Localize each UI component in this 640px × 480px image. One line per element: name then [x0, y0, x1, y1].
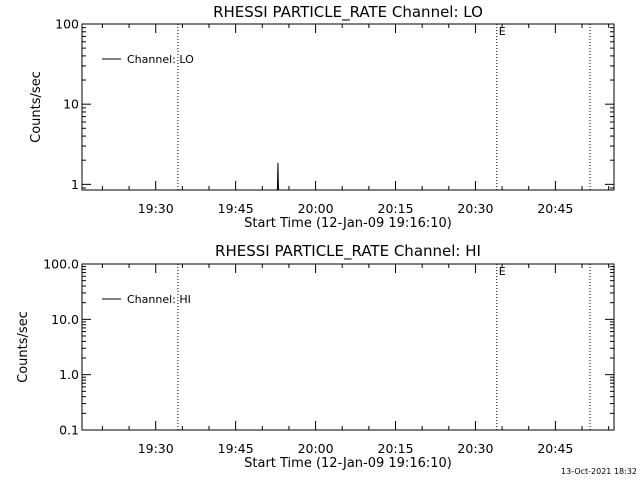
series-line: [276, 162, 279, 191]
x-tick-label: 19:30: [138, 201, 174, 216]
x-tick-label: 19:45: [218, 201, 254, 216]
x-tick-label: 20:45: [537, 441, 573, 456]
chart-title: RHESSI PARTICLE_RATE Channel: LO: [213, 3, 483, 22]
x-tick-label: 20:30: [457, 441, 493, 456]
y-tick-label: 1: [71, 177, 79, 192]
x-axis-label: Start Time (12-Jan-09 19:16:10): [244, 216, 452, 231]
x-tick-label: 20:15: [378, 201, 414, 216]
legend-label: Channel: LO: [127, 53, 194, 66]
chart-title: RHESSI PARTICLE_RATE Channel: HI: [215, 242, 481, 261]
x-tick-label: 20:45: [537, 201, 573, 216]
x-tick-label: 20:15: [378, 441, 414, 456]
x-tick-label: 19:30: [138, 441, 174, 456]
x-axis-label: Start Time (12-Jan-09 19:16:10): [244, 456, 452, 471]
legend-label: Channel: HI: [127, 293, 191, 306]
chart-panel-lo: RHESSI PARTICLE_RATE Channel: LO 19:30 19:…: [29, 3, 615, 231]
y-tick-label: 100.0: [43, 257, 79, 272]
x-tick-label: 19:45: [218, 441, 254, 456]
plot-timestamp: 13-Oct-2021 18:32: [561, 467, 637, 476]
y-tick-label: 0.1: [59, 423, 79, 438]
y-tick-label: 10: [63, 97, 79, 112]
x-tick-label: 20:00: [298, 201, 334, 216]
y-tick-label: 1.0: [59, 367, 79, 382]
event-marker-label: E: [499, 265, 506, 278]
x-tick-label: 20:30: [457, 201, 493, 216]
plot-frame: [81, 23, 615, 191]
event-marker-label: E: [499, 25, 506, 38]
y-axis-label: Counts/sec: [16, 311, 31, 383]
y-tick-label: 10.0: [51, 312, 79, 327]
plot-frame: [81, 263, 615, 431]
x-tick-label: 20:00: [298, 441, 334, 456]
y-axis-label: Counts/sec: [29, 71, 44, 143]
chart-panel-hi: RHESSI PARTICLE_RATE Channel: HI 19:30 19:…: [16, 242, 615, 471]
y-tick-label: 100: [55, 17, 79, 32]
